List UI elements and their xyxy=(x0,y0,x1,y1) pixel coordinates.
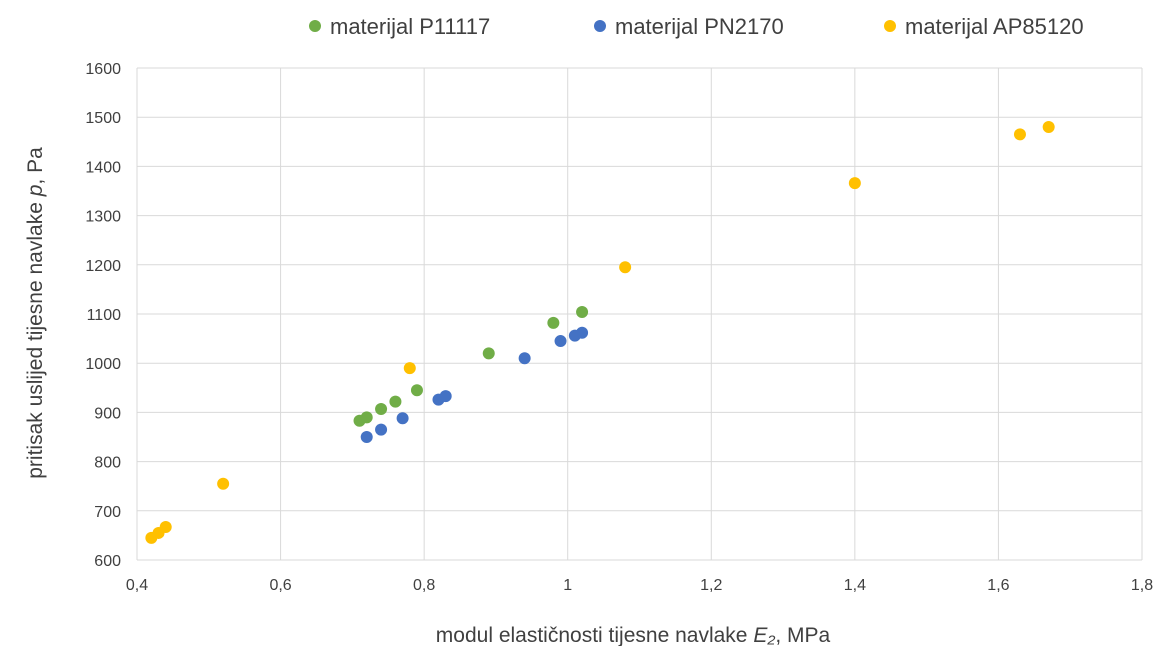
legend-marker xyxy=(309,20,321,32)
data-point xyxy=(619,261,632,274)
y-tick-label: 1300 xyxy=(85,209,121,226)
legend-marker xyxy=(884,20,896,32)
x-tick-label: 1,6 xyxy=(987,577,1009,594)
y-tick-label: 1400 xyxy=(85,159,121,176)
data-point xyxy=(518,352,531,365)
data-points xyxy=(145,121,1055,544)
legend: materijal P11117 materijal PN2170 materija… xyxy=(309,14,1084,39)
y-axis-label-unit: , Pa xyxy=(24,147,47,185)
data-point xyxy=(217,477,230,490)
data-point xyxy=(396,412,409,425)
y-tick-label: 1100 xyxy=(87,307,122,324)
data-point xyxy=(576,326,589,339)
data-point xyxy=(410,384,423,397)
legend-label: materijal P11117 xyxy=(330,14,490,39)
data-point xyxy=(1013,128,1026,141)
x-axis-label-symbol: E₂ xyxy=(753,624,775,646)
y-tick-label: 900 xyxy=(94,405,121,422)
x-tick-label: 0,4 xyxy=(126,577,148,594)
legend-label: materijal AP85120 xyxy=(905,14,1084,39)
data-point xyxy=(554,335,567,348)
x-axis-ticks: 0,4 0,6 0,8 1 1,2 1,4 1,6 1,8 xyxy=(126,577,1153,594)
y-axis-label-text: pritisak uslijed tijesne navlake xyxy=(24,196,47,478)
x-tick-label: 1 xyxy=(563,577,572,594)
x-tick-label: 1,4 xyxy=(844,577,866,594)
data-point xyxy=(375,423,388,436)
y-axis-label: pritisak uslijed tijesne navlake p, Pa xyxy=(24,147,47,479)
data-point xyxy=(848,177,861,190)
grid xyxy=(136,67,1143,561)
x-axis-label-unit: , MPa xyxy=(775,624,830,646)
data-point xyxy=(159,521,172,534)
y-tick-label: 700 xyxy=(94,504,121,521)
x-tick-label: 0,6 xyxy=(269,577,291,594)
y-tick-label: 1200 xyxy=(85,258,121,275)
data-point xyxy=(403,362,416,375)
x-tick-label: 1,8 xyxy=(1131,577,1153,594)
x-axis-label-text: modul elastičnosti tijesne navlake xyxy=(436,624,754,646)
data-point xyxy=(482,347,495,360)
y-tick-label: 1500 xyxy=(85,110,121,127)
data-point xyxy=(1042,121,1055,134)
data-point xyxy=(576,306,589,319)
data-point xyxy=(547,316,560,329)
y-tick-label: 1600 xyxy=(85,61,121,78)
data-point xyxy=(389,395,402,408)
data-point xyxy=(375,402,388,415)
y-axis-label-symbol: p xyxy=(24,185,47,198)
data-point xyxy=(439,390,452,403)
y-tick-label: 1000 xyxy=(85,356,121,373)
legend-marker xyxy=(594,20,606,32)
x-tick-label: 1,2 xyxy=(700,577,722,594)
y-tick-label: 800 xyxy=(94,455,121,472)
x-axis-label: modul elastičnosti tijesne navlake E₂, M… xyxy=(436,624,831,646)
data-point xyxy=(360,411,373,424)
y-tick-label: 600 xyxy=(94,553,121,570)
y-axis-ticks: 600 700 800 900 1000 1100 1200 1300 1400 1500 1600 xyxy=(85,61,121,570)
x-tick-label: 0,8 xyxy=(413,577,435,594)
data-point xyxy=(360,431,373,443)
legend-label: materijal PN2170 xyxy=(615,14,784,39)
